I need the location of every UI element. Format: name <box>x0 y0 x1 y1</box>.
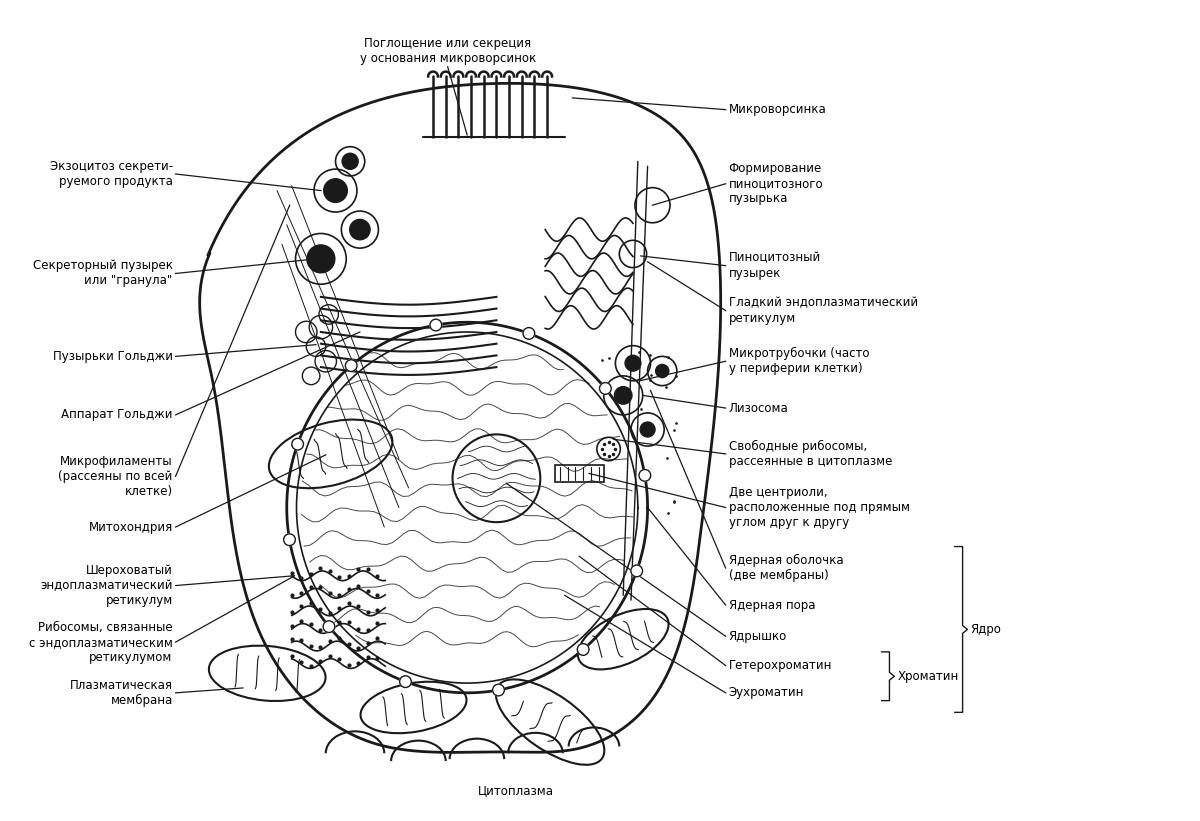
Text: Гетерохроматин: Гетерохроматин <box>728 659 832 672</box>
Text: Секреторный пузырек
или "гранула": Секреторный пузырек или "гранула" <box>32 259 173 287</box>
Circle shape <box>307 245 335 273</box>
Circle shape <box>631 565 642 577</box>
Text: Две центриоли,
расположенные под прямым
углом друг к другу: Две центриоли, расположенные под прямым … <box>728 486 910 529</box>
Text: Микроворсинка: Микроворсинка <box>728 103 827 116</box>
Text: Микротрубочки (часто
у периферии клетки): Микротрубочки (часто у периферии клетки) <box>728 347 869 375</box>
Circle shape <box>493 684 504 696</box>
Text: Ядро: Ядро <box>971 623 1001 636</box>
Text: Поглощение или секреция
у основания микроворсинок: Поглощение или секреция у основания микр… <box>360 38 535 66</box>
Text: Аппарат Гольджи: Аппарат Гольджи <box>61 408 173 421</box>
Circle shape <box>346 360 358 371</box>
Circle shape <box>614 387 632 404</box>
Circle shape <box>349 219 370 240</box>
Text: Формирование
пиноцитозного
пузырька: Формирование пиноцитозного пузырька <box>728 163 823 205</box>
Text: Ядрышко: Ядрышко <box>728 630 787 643</box>
Text: Плазматическая
мембрана: Плазматическая мембрана <box>70 679 173 707</box>
Circle shape <box>283 534 295 546</box>
Circle shape <box>640 422 655 437</box>
Text: Лизосома: Лизосома <box>728 401 788 415</box>
Circle shape <box>324 179 347 203</box>
Text: Ядерная пора: Ядерная пора <box>728 599 815 612</box>
Circle shape <box>523 328 535 339</box>
Circle shape <box>655 365 668 378</box>
Text: Шероховатый
эндоплазматический
ретикулум: Шероховатый эндоплазматический ретикулум <box>40 564 173 607</box>
Text: Гладкий эндоплазматический
ретикулум: Гладкий эндоплазматический ретикулум <box>728 296 918 324</box>
Circle shape <box>430 319 442 331</box>
Bar <box>554 465 604 482</box>
Text: Микрофиламенты
(рассеяны по всей
клетке): Микрофиламенты (рассеяны по всей клетке) <box>59 455 173 498</box>
Circle shape <box>292 438 304 450</box>
Circle shape <box>400 676 412 687</box>
Text: Рибосомы, связанные
с эндоплазматическим
ретикулумом: Рибосомы, связанные с эндоплазматическим… <box>29 621 173 663</box>
Text: Пузырьки Гольджи: Пузырьки Гольджи <box>53 350 173 363</box>
Text: Хроматин: Хроматин <box>898 670 959 683</box>
Circle shape <box>638 470 650 481</box>
Text: Эухроматин: Эухроматин <box>728 686 804 699</box>
Text: Экзоцитоз секрети-
руемого продукта: Экзоцитоз секрети- руемого продукта <box>49 160 173 188</box>
Circle shape <box>625 355 641 371</box>
Circle shape <box>323 621 335 632</box>
Circle shape <box>342 154 358 169</box>
Text: Свободные рибосомы,
рассеянные в цитоплазме: Свободные рибосомы, рассеянные в цитопла… <box>728 440 892 468</box>
Circle shape <box>600 383 611 394</box>
Text: Ядерная оболочка
(две мембраны): Ядерная оболочка (две мембраны) <box>728 554 844 582</box>
Text: Цитоплазма: Цитоплазма <box>478 784 554 797</box>
Text: Пиноцитозный
пузырек: Пиноцитозный пузырек <box>728 252 821 280</box>
Text: Митохондрия: Митохондрия <box>89 521 173 534</box>
Circle shape <box>577 644 589 655</box>
